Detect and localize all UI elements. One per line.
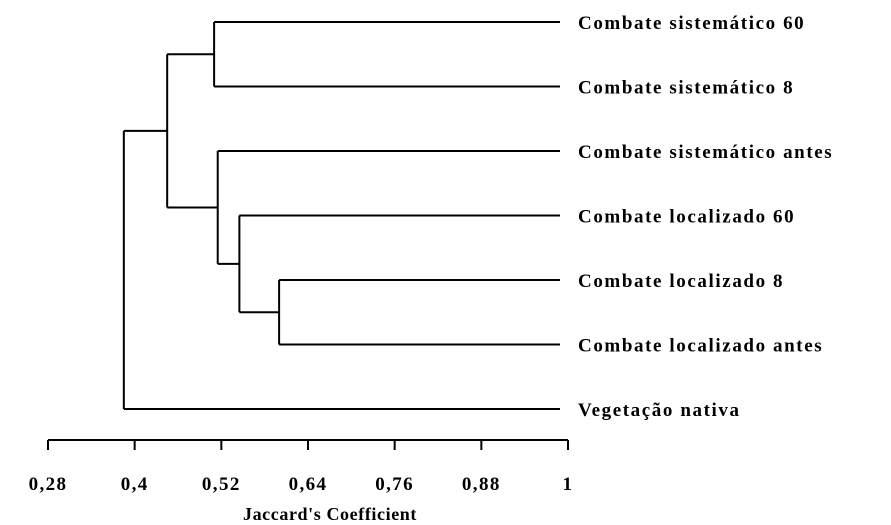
x-tick-label: 0,76	[375, 474, 414, 495]
x-axis-tick-labels: 0,28 0,4 0,52 0,64 0,76 0,88 1	[29, 474, 574, 495]
leaf-label: Combate localizado antes	[578, 336, 823, 357]
x-tick-label: 0,52	[202, 474, 241, 495]
x-axis-title: Jaccard's Coefficient	[243, 504, 417, 524]
leaf-label: Combate localizado 60	[578, 207, 795, 228]
x-tick-label: 0,64	[289, 474, 328, 495]
x-tick-label: 0,28	[29, 474, 68, 495]
x-axis-ticks	[47, 440, 569, 450]
leaf-label: Combate sistemático antes	[578, 142, 833, 163]
leaf-labels: Combate sistemático 60 Combate sistemátic…	[578, 13, 833, 421]
leaf-label: Combate sistemático 8	[578, 78, 794, 99]
leaf-label: Vegetação nativa	[578, 400, 741, 421]
leaf-label: Combate localizado 8	[578, 271, 784, 292]
x-axis: 0,28 0,4 0,52 0,64 0,76 0,88 1	[29, 439, 574, 495]
x-tick-label: 1	[563, 474, 574, 495]
x-tick-label: 0,4	[121, 474, 149, 495]
x-tick-label: 0,88	[462, 474, 501, 495]
leaf-label: Combate sistemático 60	[578, 13, 805, 34]
dendrogram-branches	[122, 21, 560, 410]
